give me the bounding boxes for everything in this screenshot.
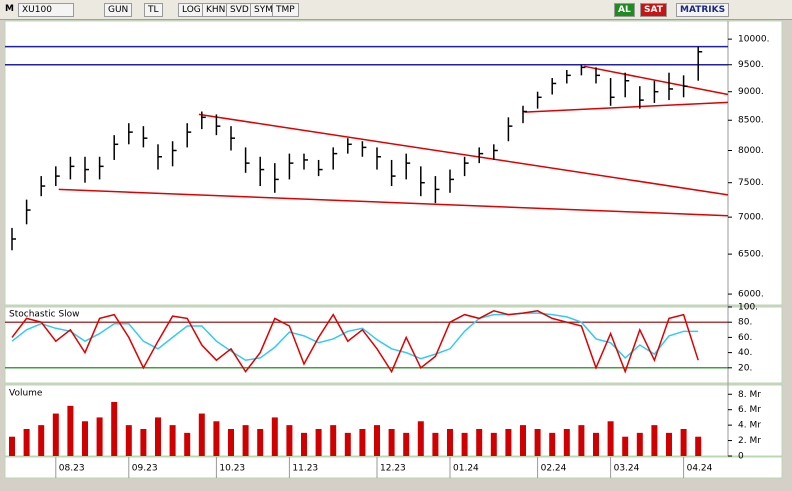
y-tick-label: 7000.: [738, 213, 764, 223]
y-tick-label: 8. Mr: [738, 390, 761, 400]
volume-bar: [271, 417, 278, 456]
volume-bar: [607, 421, 614, 456]
volume-bar: [490, 432, 497, 456]
buy-button[interactable]: AL: [614, 3, 635, 17]
y-tick-label: 80.: [738, 318, 752, 328]
volume-bar: [666, 432, 672, 456]
volume-bar: [593, 432, 599, 456]
volume-bar: [680, 428, 687, 456]
x-tick-label: 03.24: [614, 464, 640, 474]
volume-bar: [374, 425, 380, 456]
volume-bar: [286, 425, 293, 456]
panel: [4, 20, 783, 306]
y-tick-label: 0: [738, 452, 744, 462]
volume-bar: [96, 417, 103, 456]
trend-line: [524, 101, 729, 113]
volume-bar: [257, 428, 264, 456]
symbol-box[interactable]: XU100: [18, 3, 74, 17]
volume-bar: [301, 432, 307, 456]
x-tick-label: 10.23: [219, 464, 245, 474]
y-tick-label: 20.: [738, 363, 752, 373]
volume-bar: [417, 421, 424, 456]
volume-bar: [52, 413, 59, 456]
panel: [4, 306, 783, 384]
volume-bar: [242, 425, 249, 456]
volume-bar: [534, 428, 541, 456]
y-tick-label: 40.: [738, 348, 752, 358]
panel-title: Volume: [9, 389, 43, 399]
x-tick-label: 08.23: [59, 464, 85, 474]
sell-button[interactable]: SAT: [640, 3, 667, 17]
x-tick-label: 04.24: [687, 464, 713, 474]
volume-bar: [447, 428, 453, 456]
y-tick-label: 100.: [738, 303, 758, 313]
y-tick-label: 10000.: [738, 35, 770, 45]
volume-bar: [82, 421, 88, 456]
date-axis: [4, 456, 783, 479]
volume-bar: [198, 413, 205, 456]
stochastic-line: [11, 310, 699, 374]
volume-bar: [520, 425, 526, 456]
volume-bar: [228, 428, 234, 456]
volume-bar: [38, 425, 45, 456]
volume-bar: [505, 428, 512, 456]
menu-prefix[interactable]: M: [5, 4, 14, 14]
volume-bar: [578, 425, 585, 456]
volume-bar: [344, 432, 351, 456]
volume-bar: [23, 428, 30, 456]
x-tick-label: 02.24: [541, 464, 567, 474]
volume-bar: [388, 428, 395, 456]
x-tick-label: 11.23: [292, 464, 318, 474]
y-tick-label: 6500.: [738, 250, 764, 260]
button[interactable]: GUN: [104, 3, 133, 17]
volume-bar: [359, 428, 366, 456]
y-tick-label: 8500.: [738, 116, 764, 126]
volume-bar: [432, 432, 439, 456]
y-tick-label: 6. Mr: [738, 405, 761, 415]
volume-bar: [111, 401, 118, 456]
volume-bar: [140, 428, 147, 456]
x-tick-label: 09.23: [132, 464, 158, 474]
stochastic-line: [11, 312, 699, 361]
brand: MATRIKS: [676, 3, 730, 17]
button[interactable]: TMP: [272, 3, 299, 17]
volume-bar: [125, 425, 132, 456]
y-tick-label: 7500.: [738, 178, 764, 188]
y-tick-label: 8000.: [738, 146, 764, 156]
y-tick-label: 60.: [738, 333, 752, 343]
volume-bar: [461, 432, 468, 456]
button[interactable]: TL: [144, 3, 163, 17]
volume-bar: [622, 436, 629, 456]
panel-title: Stochastic Slow: [9, 310, 80, 320]
volume-bar: [9, 436, 15, 456]
y-tick-label: 4. Mr: [738, 421, 761, 431]
volume-bar: [184, 432, 191, 456]
trend-line: [58, 188, 729, 217]
volume-bar: [330, 425, 337, 456]
volume-bar: [155, 417, 161, 456]
volume-bar: [695, 436, 702, 456]
y-tick-label: 9000.: [738, 87, 764, 97]
volume-bar: [315, 428, 322, 456]
y-tick-label: 6000.: [738, 290, 764, 300]
volume-bar: [213, 421, 220, 456]
volume-bar: [67, 405, 74, 456]
x-tick-label: 01.24: [453, 464, 479, 474]
volume-bar: [636, 432, 643, 456]
volume-bar: [169, 425, 176, 456]
x-tick-label: 12.23: [380, 464, 406, 474]
volume-bar: [651, 425, 658, 456]
volume-bar: [563, 428, 570, 456]
y-tick-label: 2. Mr: [738, 436, 761, 446]
trend-line: [198, 113, 729, 196]
volume-bar: [476, 428, 483, 456]
volume-bar: [549, 432, 556, 456]
volume-bar: [403, 432, 410, 456]
toolbar: M XU100 GUN TL LOG KHN SVD SYM TMP AL SA…: [0, 0, 792, 20]
trend-line: [584, 65, 729, 96]
y-tick-label: 9500.: [738, 60, 764, 70]
